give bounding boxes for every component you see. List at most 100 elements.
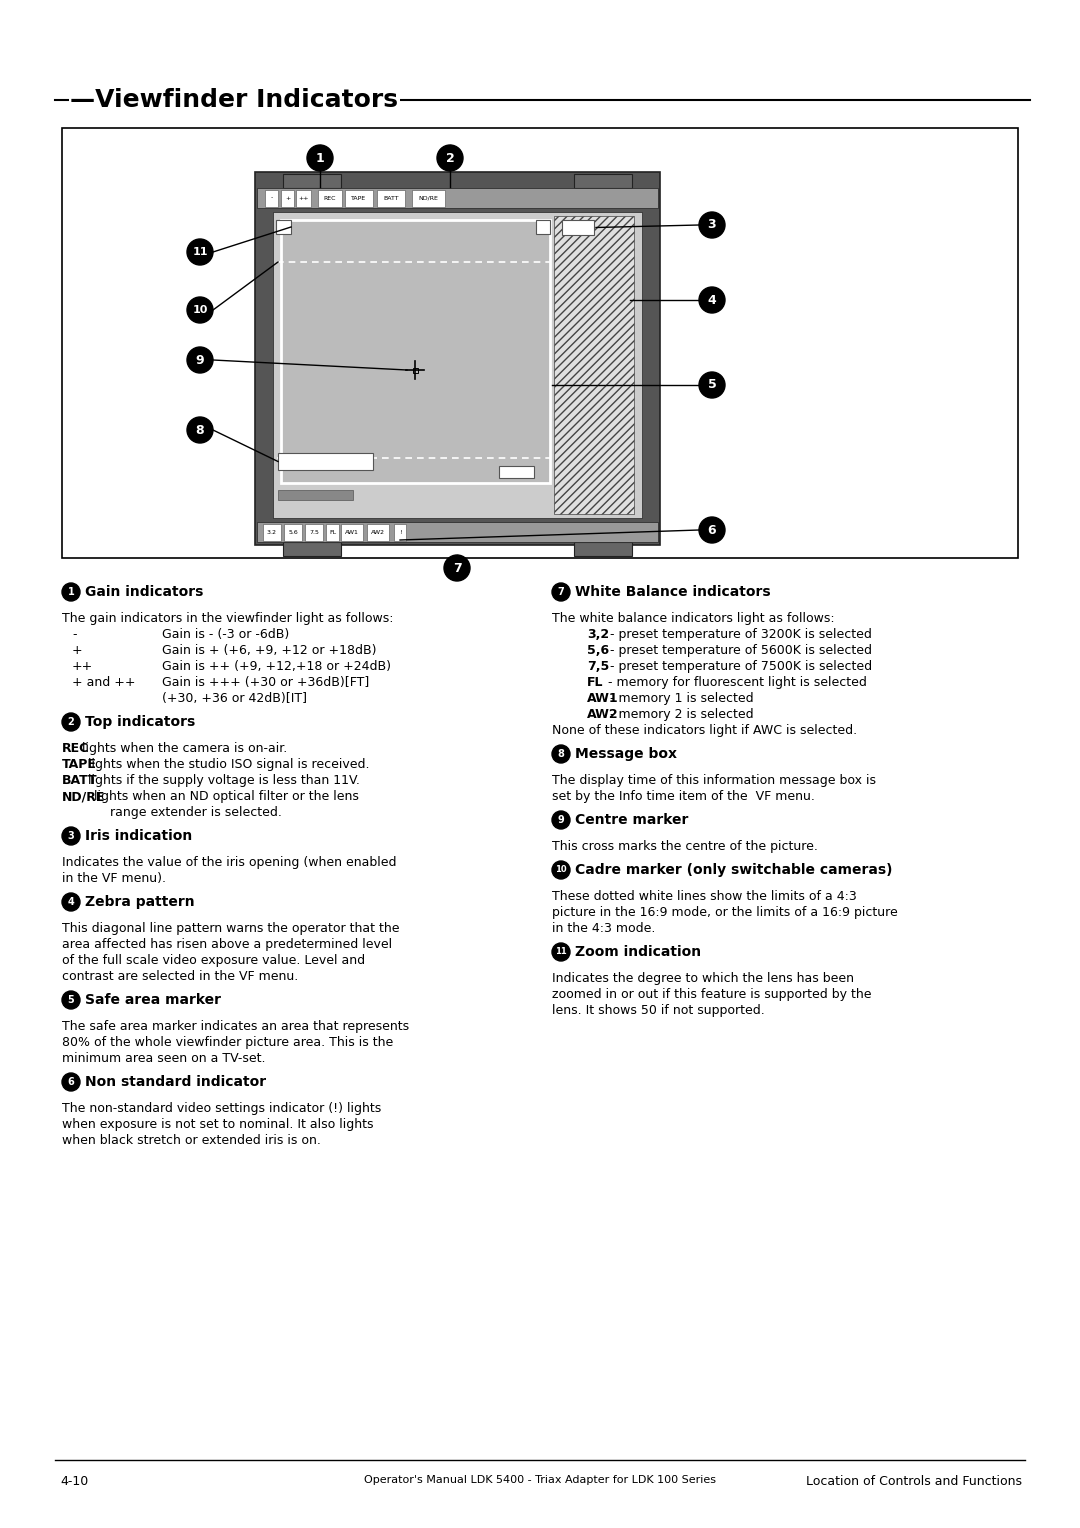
Text: ++: ++ [298,196,309,200]
Text: 3: 3 [707,219,716,232]
Bar [265,189,278,206]
Text: when exposure is not set to nominal. It also lights: when exposure is not set to nominal. It … [62,1118,374,1131]
Text: Non standard indicator: Non standard indicator [85,1076,266,1089]
Text: White Balance indicators: White Balance indicators [575,585,771,599]
Text: TAPE: TAPE [62,758,97,772]
Text: Cadre marker (only switchable cameras): Cadre marker (only switchable cameras) [575,863,892,877]
Text: contrast are selected in the VF menu.: contrast are selected in the VF menu. [62,970,298,983]
Text: - preset temperature of 3200K is selected: - preset temperature of 3200K is selecte… [607,628,873,642]
Text: ND/RE: ND/RE [419,196,438,200]
Bar [562,220,594,235]
Text: 11: 11 [555,947,567,957]
Bar [318,189,342,206]
Text: - memory for fluorescent light is selected: - memory for fluorescent light is select… [600,675,867,689]
Text: —Viewfinder Indicators: —Viewfinder Indicators [70,89,399,112]
Text: picture in the 16:9 mode, or the limits of a 16:9 picture: picture in the 16:9 mode, or the limits … [552,906,897,918]
Text: 2: 2 [68,717,75,727]
Bar [257,523,658,542]
Circle shape [62,1073,80,1091]
Text: AW2: AW2 [588,707,619,721]
Text: Indicates the value of the iris opening (when enabled: Indicates the value of the iris opening … [62,856,396,869]
Text: - preset temperature of 7500K is selected: - preset temperature of 7500K is selecte… [607,660,873,672]
Text: AW1: AW1 [346,530,359,535]
Text: set by the Info time item of the  VF menu.: set by the Info time item of the VF menu… [552,790,815,804]
Text: The gain indicators in the viewfinder light as follows:: The gain indicators in the viewfinder li… [62,613,393,625]
Text: 3,2: 3,2 [588,628,609,642]
Text: 5: 5 [707,379,716,391]
Circle shape [552,860,570,879]
Circle shape [444,555,470,581]
Text: Zebra pattern: Zebra pattern [85,895,194,909]
Text: (+30, +36 or 42dB)[IT]: (+30, +36 or 42dB)[IT] [162,692,307,704]
Text: ++: ++ [72,660,93,672]
Text: REC: REC [62,743,90,755]
Text: 80% of the whole viewfinder picture area. This is the: 80% of the whole viewfinder picture area… [62,1036,393,1050]
Text: 5: 5 [68,995,75,1005]
Text: Location of Controls and Functions: Location of Controls and Functions [806,1475,1022,1488]
Text: 1: 1 [315,151,324,165]
Text: lights when the studio ISO signal is received.: lights when the studio ISO signal is rec… [87,758,369,772]
Text: AW2: AW2 [372,530,384,535]
Circle shape [62,714,80,730]
Text: -: - [72,628,77,642]
Text: 7,5: 7,5 [588,660,609,672]
Text: 5.6: 5.6 [288,530,298,535]
Bar [255,173,660,545]
Bar [264,524,281,541]
Bar [411,189,445,206]
Circle shape [62,992,80,1008]
Bar [283,542,341,556]
Text: Zoom indication: Zoom indication [575,944,701,960]
Text: FL: FL [329,530,336,535]
Text: Gain indicators: Gain indicators [85,585,203,599]
Text: BATT: BATT [383,196,399,200]
Text: Iris indication: Iris indication [85,830,192,843]
Text: AW1: AW1 [588,692,619,704]
Text: + and ++: + and ++ [72,675,135,689]
Text: 1: 1 [68,587,75,597]
Bar [536,220,550,234]
Text: BATT: BATT [62,775,97,787]
Text: This cross marks the centre of the picture.: This cross marks the centre of the pictu… [552,840,818,853]
Text: 6: 6 [68,1077,75,1086]
Bar [278,452,373,471]
Text: 9: 9 [557,814,565,825]
Bar [326,524,339,541]
Bar [284,524,302,541]
Circle shape [437,145,463,171]
Text: lights when the camera is on-air.: lights when the camera is on-air. [81,743,287,755]
Text: zoomed in or out if this feature is supported by the: zoomed in or out if this feature is supp… [552,989,872,1001]
Circle shape [552,943,570,961]
Circle shape [307,145,333,171]
Text: Gain is +++ (+30 or +36dB)[FT]: Gain is +++ (+30 or +36dB)[FT] [162,675,369,689]
Bar [281,220,550,483]
Text: 8: 8 [557,749,565,759]
Circle shape [187,417,213,443]
Text: 4-10: 4-10 [60,1475,89,1488]
Circle shape [699,212,725,238]
Text: in the VF menu).: in the VF menu). [62,872,166,885]
Circle shape [187,347,213,373]
Text: lens. It shows 50 if not supported.: lens. It shows 50 if not supported. [552,1004,765,1018]
Bar [394,524,406,541]
Bar [499,466,534,478]
Bar [278,490,353,500]
Text: 2: 2 [446,151,455,165]
Circle shape [62,827,80,845]
Text: +: + [72,643,83,657]
Bar [283,174,341,188]
Text: Safe area marker: Safe area marker [85,993,221,1007]
Text: - memory 2 is selected: - memory 2 is selected [607,707,754,721]
Circle shape [187,238,213,264]
Text: area affected has risen above a predetermined level: area affected has risen above a predeter… [62,938,392,950]
Bar [276,220,291,234]
Bar [341,524,363,541]
Text: 8: 8 [195,423,204,437]
Bar [367,524,389,541]
Circle shape [187,296,213,322]
Text: Message box: Message box [575,747,677,761]
Text: Gain is - (-3 or -6dB): Gain is - (-3 or -6dB) [162,628,289,642]
Text: 7: 7 [557,587,565,597]
Text: of the full scale video exposure value. Level and: of the full scale video exposure value. … [62,953,365,967]
Text: These dotted white lines show the limits of a 4:3: These dotted white lines show the limits… [552,889,856,903]
